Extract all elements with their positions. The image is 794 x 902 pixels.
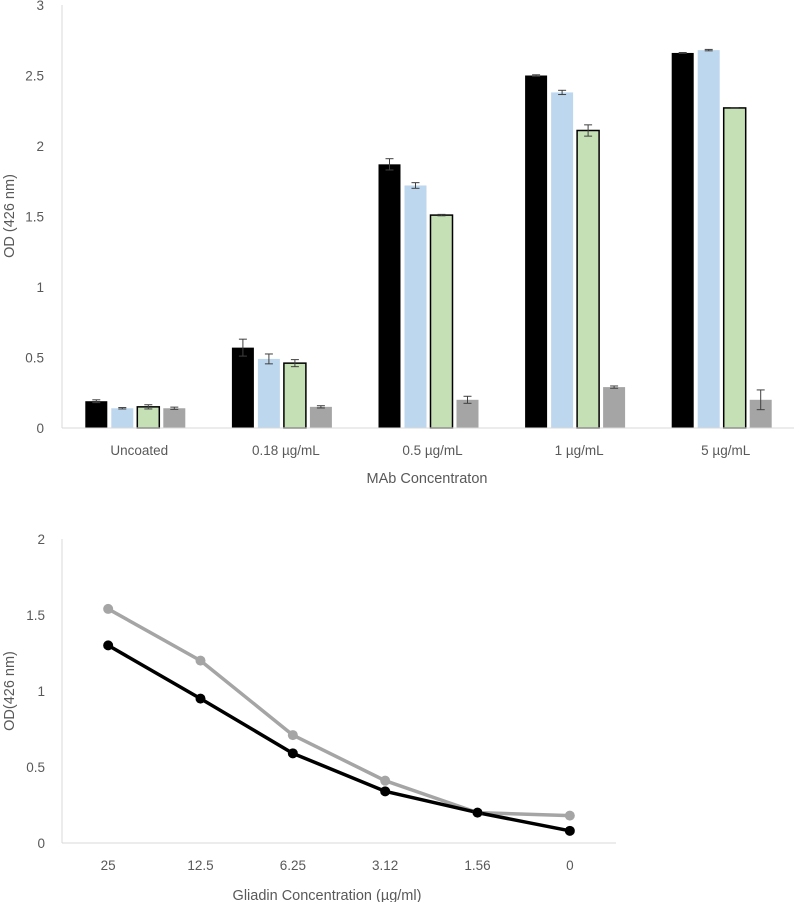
x-tick-label: 0.5 µg/mL: [402, 443, 463, 458]
y-tick-label: 0: [37, 836, 45, 851]
y-axis-title: OD(426 nm): [2, 651, 18, 731]
y-tick-label: 0.5: [26, 760, 45, 775]
bar: [456, 399, 479, 428]
bar: [111, 408, 134, 428]
bar: [551, 92, 574, 429]
y-tick-label: 1.5: [25, 210, 44, 225]
data-point: [380, 775, 391, 786]
x-tick-label: 0: [566, 858, 574, 873]
data-point: [103, 603, 114, 614]
y-tick-label: 2: [36, 139, 44, 154]
bar: [309, 406, 332, 428]
data-point: [287, 730, 298, 741]
bar: [671, 52, 694, 428]
data-point: [380, 786, 391, 797]
x-axis-title: MAb Concentraton: [367, 471, 488, 487]
x-tick-label: 6.25: [280, 858, 306, 873]
bar: [378, 164, 401, 428]
y-tick-label: 2: [37, 532, 45, 547]
series-line: [106, 607, 572, 818]
bar: [603, 387, 626, 428]
bar: [525, 75, 548, 428]
bar: [231, 347, 254, 428]
x-axis-title: Gliadin Concentration (µg/ml): [233, 888, 422, 902]
bar-chart-mab: 0 0.5 1 1.5 2 2.5 3 Uncoated 0.18 µg/mL 0.5 µg/mL…: [2, 0, 794, 487]
line-chart-gliadin: 0 0.5 1 1.5 2 25 12.5 6.25 3.12 1.56 0 Gliadin Conc…: [2, 532, 616, 902]
y-axis-title: OD (426 nm): [2, 174, 18, 258]
x-tick-label: 12.5: [187, 858, 213, 873]
x-tick-label: 3.12: [372, 858, 398, 873]
y-tick-label: 0: [36, 421, 44, 436]
data-point: [287, 748, 298, 759]
bar: [257, 358, 280, 428]
data-point: [564, 810, 575, 821]
bar: [404, 185, 427, 428]
bar: [429, 214, 454, 429]
x-tick-label: 1 µg/mL: [555, 443, 605, 458]
bar: [722, 107, 747, 429]
data-point: [472, 807, 483, 818]
data-point: [564, 825, 575, 836]
bar: [697, 50, 720, 429]
x-tick-label: 0.18 µg/mL: [252, 443, 320, 458]
bar: [576, 129, 600, 429]
bar: [749, 399, 772, 428]
series-line: [106, 643, 572, 833]
y-tick-label: 1: [36, 280, 44, 295]
x-tick-label: 5 µg/mL: [701, 443, 751, 458]
bar: [85, 401, 108, 428]
bar: [136, 406, 161, 429]
y-tick-label: 0.5: [25, 351, 44, 366]
x-tick-label: 1.56: [464, 858, 490, 873]
x-tick-label: Uncoated: [110, 443, 168, 458]
data-point: [103, 640, 114, 651]
data-point: [195, 655, 206, 666]
x-tick-label: 25: [101, 858, 116, 873]
bar: [283, 362, 307, 429]
y-tick-label: 1.5: [26, 608, 45, 623]
y-tick-label: 2.5: [25, 69, 44, 84]
y-tick-label: 3: [36, 0, 44, 13]
data-point: [195, 693, 206, 704]
bar: [163, 408, 186, 428]
y-tick-label: 1: [37, 684, 45, 699]
